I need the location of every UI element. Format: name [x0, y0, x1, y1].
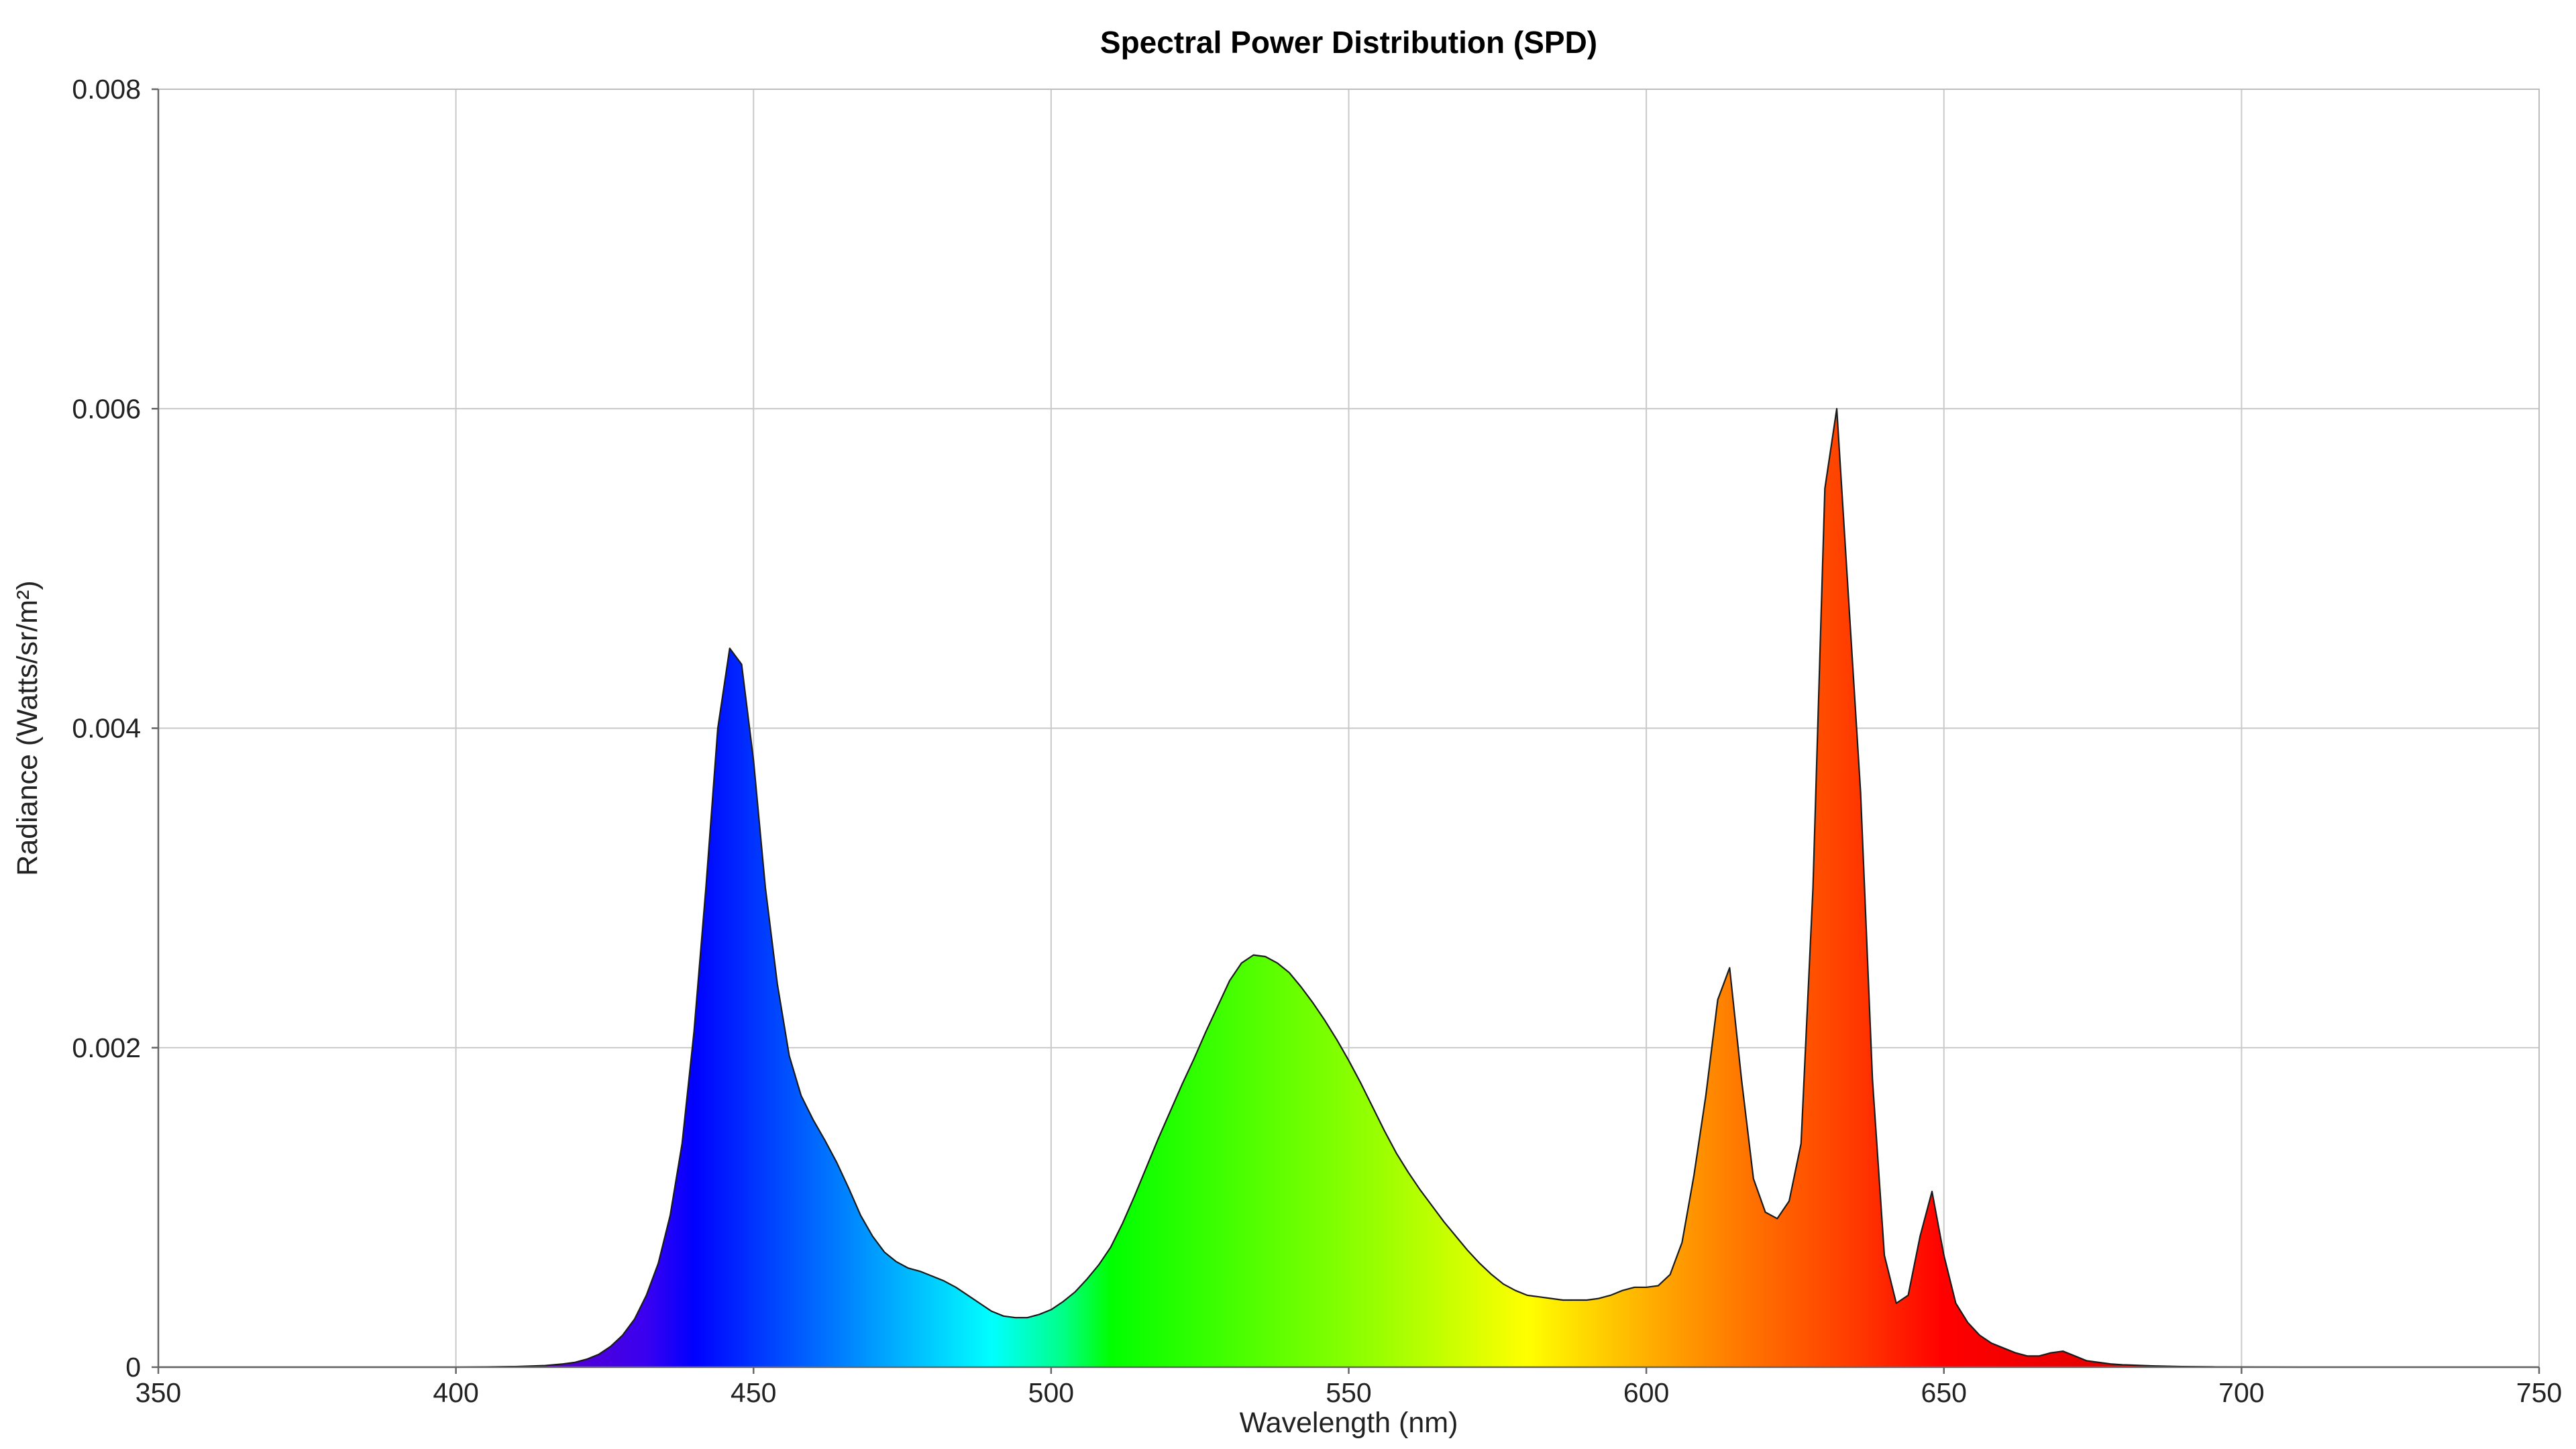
x-tick-label: 550 [1326, 1377, 1371, 1408]
x-tick-label: 650 [1921, 1377, 1967, 1408]
x-tick-label: 700 [2218, 1377, 2264, 1408]
x-tick-label: 350 [136, 1377, 181, 1408]
x-tick-label: 500 [1028, 1377, 1074, 1408]
chart-title: Spectral Power Distribution (SPD) [1100, 25, 1597, 60]
y-tick-label: 0.004 [72, 713, 141, 744]
y-tick-label: 0.006 [72, 393, 141, 424]
grid-lines [158, 89, 2539, 1367]
x-tick-label: 400 [433, 1377, 478, 1408]
x-tick-label: 600 [1623, 1377, 1669, 1408]
spd-outline [158, 408, 2539, 1368]
axes [152, 88, 2540, 1374]
spd-series [158, 408, 2539, 1368]
x-axis-label: Wavelength (nm) [1240, 1407, 1458, 1439]
x-tick-label: 750 [2516, 1377, 2562, 1408]
y-axis-label: Radiance (Watts/sr/m²) [11, 580, 44, 875]
y-tick-label: 0.002 [72, 1032, 141, 1063]
spd-area-fill [158, 409, 2539, 1367]
tick-labels: 350 400 450 500 550 600 650 700 750 0 0.002 0.004 0.… [72, 74, 2562, 1408]
y-tick-label: 0 [125, 1352, 141, 1383]
y-tick-label: 0.008 [72, 74, 141, 105]
x-tick-label: 450 [731, 1377, 776, 1408]
